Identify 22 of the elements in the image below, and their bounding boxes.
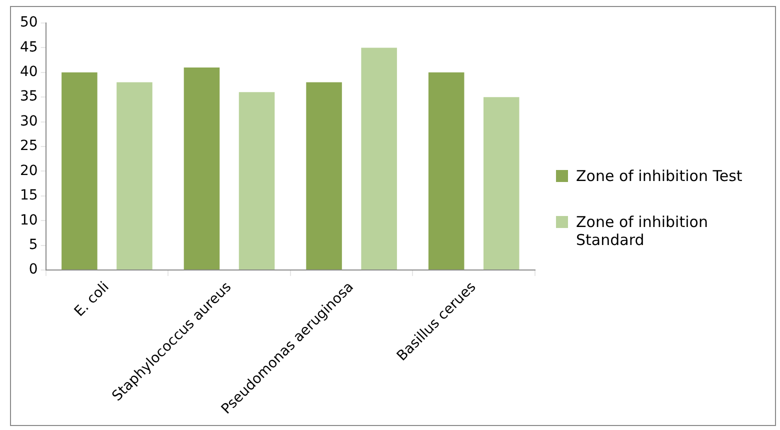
bar [62,72,98,270]
x-tick-label: E. coli [71,279,112,320]
bar [238,92,275,270]
bar [428,72,464,270]
y-tick-label: 15 [20,188,38,204]
y-tick-label: 40 [20,64,38,80]
y-tick-label: 45 [20,39,38,56]
y-tick-label: 25 [20,138,38,154]
bar [306,82,342,270]
y-tick-label: 5 [28,236,38,253]
y-tick-label: 50 [20,14,38,31]
legend-label: Zone of inhibition Test [576,167,742,185]
legend-label: Zone of inhibition Standard [576,213,709,249]
bar [116,82,152,270]
bar [184,67,220,270]
y-tick-label: 20 [20,162,38,179]
y-tick-label: 30 [20,113,38,130]
bar [361,48,397,270]
y-tick-label: 35 [20,88,38,105]
y-tick-label: 10 [20,212,38,228]
y-tick-label: 0 [28,262,38,278]
bar [483,97,520,270]
